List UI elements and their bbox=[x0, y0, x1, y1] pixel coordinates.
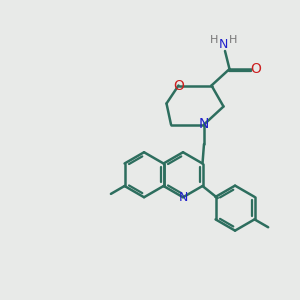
Text: H: H bbox=[210, 34, 219, 45]
Text: O: O bbox=[173, 79, 184, 92]
Text: O: O bbox=[250, 62, 261, 76]
Text: H: H bbox=[229, 34, 237, 45]
Text: N: N bbox=[219, 38, 228, 51]
Text: N: N bbox=[199, 118, 209, 131]
Text: N: N bbox=[178, 191, 188, 204]
